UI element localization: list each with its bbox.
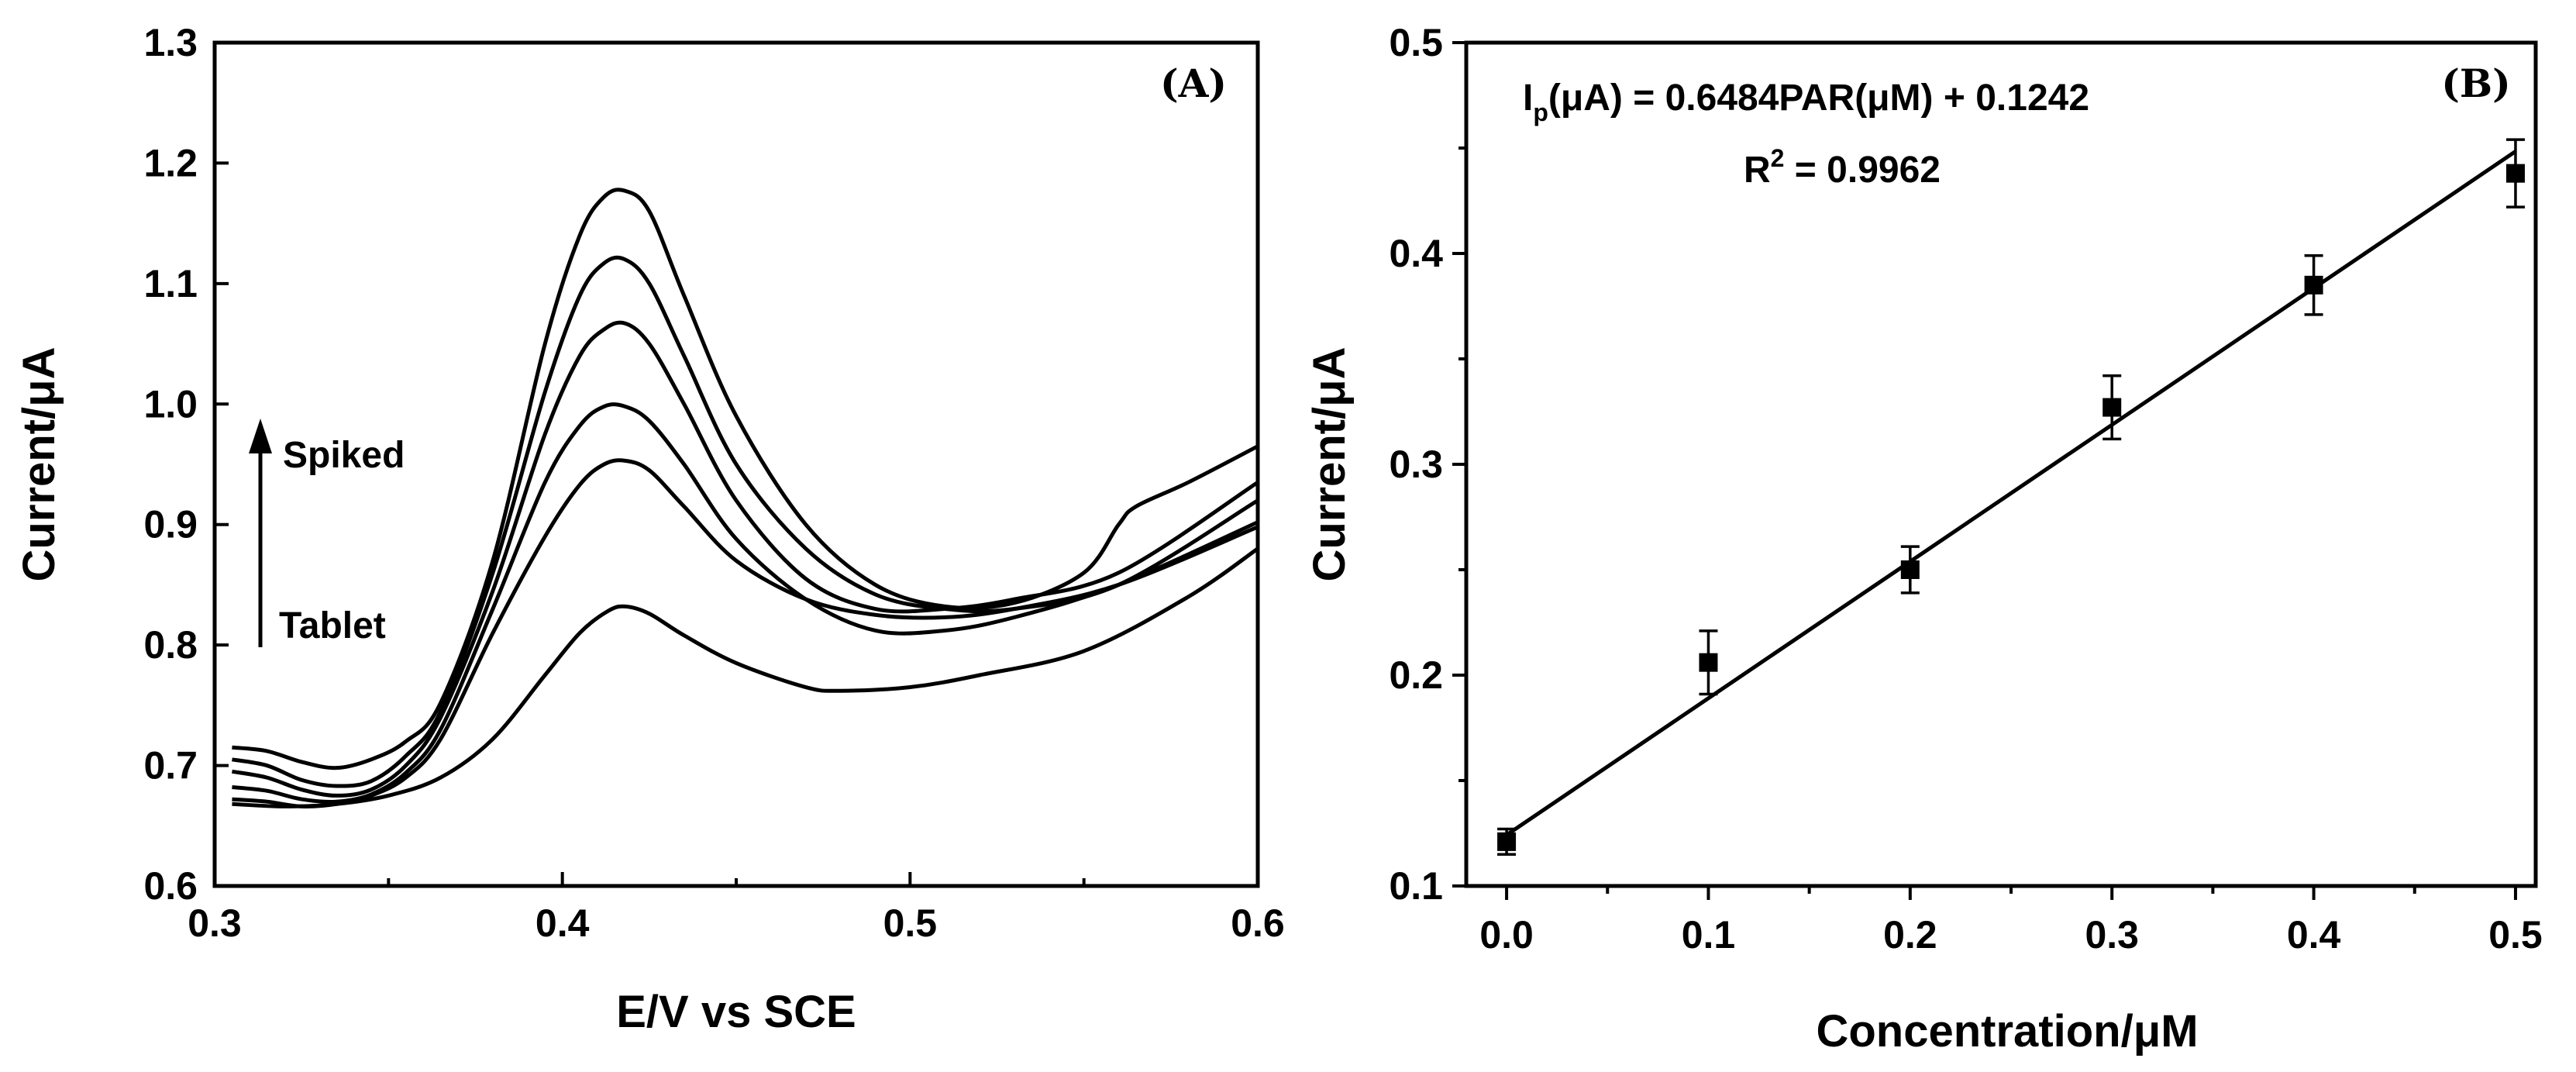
panel-b-y-tick-label: 0.1 xyxy=(1389,864,1443,908)
r-squared-r: R xyxy=(1744,150,1771,191)
panel-a-x-tick-label: 0.5 xyxy=(883,901,938,945)
panel-a-y-tick-label: 1.0 xyxy=(143,382,198,426)
panel-a-curves xyxy=(232,188,1259,809)
data-point xyxy=(1699,653,1718,672)
panel-b-x-axis-label: Concentration/μM xyxy=(1816,1006,2198,1056)
panel-a-y-tick-label: 1.1 xyxy=(143,262,198,305)
r-squared: R2 = 0.9962 xyxy=(1744,144,1941,191)
panel-b-label: (B) xyxy=(2441,60,2511,106)
data-point xyxy=(1497,832,1517,851)
voltammogram-curve-4 xyxy=(232,320,1259,798)
r-squared-superscript: 2 xyxy=(1771,144,1785,172)
panel-a-x-axis-label: E/V vs SCE xyxy=(616,987,856,1037)
voltammogram-curve-6 xyxy=(232,188,1259,770)
panel-b-x-tick-label: 0.5 xyxy=(2488,913,2543,957)
equation-i: I xyxy=(1523,78,1533,119)
panel-b-y-tick-label: 0.3 xyxy=(1389,443,1443,486)
panel-b-x-tick-label: 0.2 xyxy=(1883,913,1937,957)
panel-b-y-tick-label: 0.5 xyxy=(1389,21,1443,64)
voltammogram-curve-3 xyxy=(232,402,1259,804)
data-point xyxy=(1900,560,1920,579)
tablet-annotation: Tablet xyxy=(279,605,386,646)
panel-a-y-tick-label: 0.7 xyxy=(143,744,198,788)
r-squared-value: = 0.9962 xyxy=(1784,150,1941,191)
panel-a-x-tick-label: 0.6 xyxy=(1231,901,1285,945)
panel-a-y-tick-label: 0.9 xyxy=(143,503,198,546)
panel-a-y-tick-label: 0.6 xyxy=(143,864,198,908)
panel-a-x-tick-label: 0.4 xyxy=(536,901,590,945)
linear-fit-line xyxy=(1505,150,2517,837)
equation-body: (μA) = 0.6484PAR(μM) + 0.1242 xyxy=(1548,78,2089,119)
panel-b-y-axis-label: Current/μA xyxy=(1304,347,1355,582)
panel-a: 0.3 0.4 0.5 0.6 0.6 0.7 0.8 0.9 1.0 1.1 1.2 1.3 (A… xyxy=(14,21,1285,1037)
panel-b-x-ticks: 0.0 0.1 0.2 0.3 0.4 0.5 xyxy=(1479,886,2543,957)
panel-b-y-ticks: 0.1 0.2 0.3 0.4 0.5 xyxy=(1389,21,1466,908)
panel-b-fit xyxy=(1505,150,2517,837)
panel-b-x-tick-label: 0.0 xyxy=(1479,913,1534,957)
panel-a-y-tick-label: 1.3 xyxy=(143,21,198,64)
voltammogram-curve-1 xyxy=(232,546,1259,808)
panel-a-y-axis-label: Current/μA xyxy=(14,347,64,582)
panel-b-y-tick-label: 0.4 xyxy=(1389,232,1443,275)
equation-subscript-p: p xyxy=(1533,98,1548,126)
panel-b-x-tick-label: 0.1 xyxy=(1682,913,1736,957)
panel-a-y-tick-label: 1.2 xyxy=(143,141,198,184)
fit-equation: Ip(μA) = 0.6484PAR(μM) + 0.1242 xyxy=(1523,78,2089,126)
panel-a-x-tick-label: 0.3 xyxy=(188,901,242,945)
panel-a-y-ticks: 0.6 0.7 0.8 0.9 1.0 1.1 1.2 1.3 xyxy=(143,21,229,908)
panel-b-frame xyxy=(1464,40,2538,888)
panel-a-y-tick-label: 0.8 xyxy=(143,623,198,667)
voltammogram-curve-5 xyxy=(232,255,1259,788)
data-point xyxy=(2102,398,2122,417)
panel-b-y-tick-label: 0.2 xyxy=(1389,653,1443,697)
data-point xyxy=(2304,275,2323,295)
panel-b: 0.0 0.1 0.2 0.3 0.4 0.5 0.1 0.2 0.3 0.4 0.5 (B) I… xyxy=(1304,21,2543,1056)
spiked-annotation: Spiked xyxy=(283,435,405,476)
spiked-arrow-head xyxy=(249,419,272,453)
panel-b-points xyxy=(1497,138,2525,856)
panel-a-label: (A) xyxy=(1160,60,1227,106)
panel-b-x-tick-label: 0.4 xyxy=(2287,913,2341,957)
panel-a-x-ticks: 0.3 0.4 0.5 0.6 xyxy=(188,872,1285,945)
panel-b-x-tick-label: 0.3 xyxy=(2085,913,2139,957)
data-point xyxy=(2505,164,2525,183)
